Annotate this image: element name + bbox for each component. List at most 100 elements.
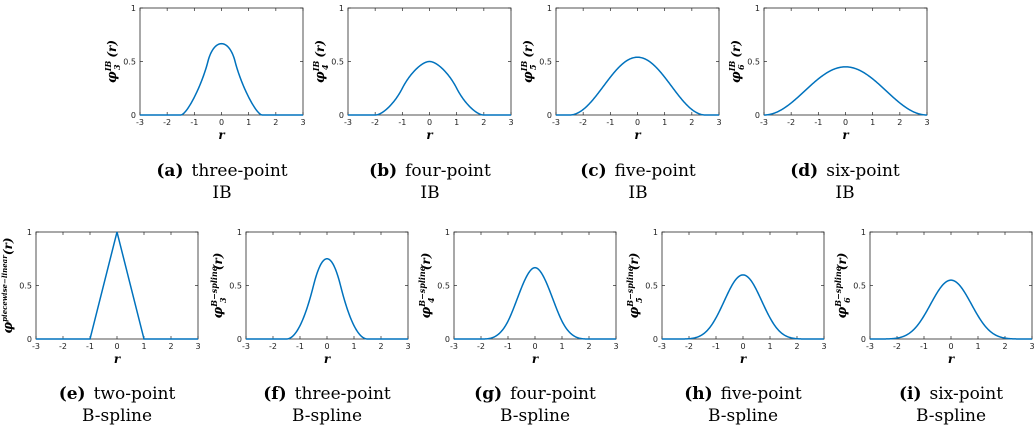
y-tick-label: 0 <box>339 111 344 120</box>
x-tick-label: 0 <box>427 118 432 127</box>
x-tick-label: -2 <box>269 342 277 351</box>
x-tick-label: -3 <box>242 342 250 351</box>
y-tick-label: 0.5 <box>539 58 552 67</box>
x-tick-label: -1 <box>606 118 614 127</box>
x-tick-label: -1 <box>398 118 406 127</box>
caption-line-1: (f) three-point <box>232 383 422 405</box>
series-line <box>246 257 408 340</box>
y-tick-label: 1 <box>237 228 242 237</box>
x-tick-label: 1 <box>141 342 146 351</box>
axes-box <box>35 231 199 340</box>
axes-box <box>763 7 928 116</box>
caption-line-1: (e) two-point <box>22 383 212 405</box>
x-tick-label: 1 <box>662 118 667 127</box>
x-tick-label: 1 <box>351 342 356 351</box>
x-tick-label: 2 <box>481 118 486 127</box>
x-tick-label: 0 <box>635 118 640 127</box>
caption-line-2: IB <box>835 183 855 203</box>
axes-box <box>453 231 617 340</box>
y-tick-label: 0.5 <box>747 58 760 67</box>
series-line <box>454 266 616 340</box>
y-tick-label: 1 <box>339 4 344 13</box>
y-tick-label: 0.5 <box>19 282 32 291</box>
caption-tag: (b) <box>369 161 398 181</box>
x-tick-label: 0 <box>948 342 953 351</box>
x-tick-label: 3 <box>1029 342 1034 351</box>
x-tick-label: 0 <box>532 342 537 351</box>
y-tick-label: 1 <box>547 4 552 13</box>
x-axis-label: r <box>426 128 434 142</box>
y-tick-label: 0 <box>27 335 32 344</box>
x-tick-label: 0 <box>114 342 119 351</box>
y-axis-label: φB−spline6(r) <box>833 253 852 319</box>
y-axis-label: φIB4(r) <box>311 40 330 83</box>
caption-text: three-point <box>294 384 391 404</box>
subfigure-caption: (b) four-point IB <box>335 160 525 204</box>
caption-tag: (h) <box>684 384 713 404</box>
x-tick-label: 3 <box>716 118 721 127</box>
series-line <box>556 56 719 116</box>
caption-line-2: IB <box>212 183 232 203</box>
x-axis-label: r <box>532 352 540 366</box>
subfigure-caption: (a) three-point IB <box>127 160 317 204</box>
caption-text: five-point <box>720 384 802 404</box>
y-axis-label: φIB3(r) <box>103 40 122 83</box>
x-tick-label: -2 <box>685 342 693 351</box>
x-axis-label: r <box>842 128 850 142</box>
x-tick-label: -3 <box>552 118 560 127</box>
x-tick-label: 2 <box>794 342 799 351</box>
x-tick-label: -3 <box>136 118 144 127</box>
x-tick-label: -3 <box>760 118 768 127</box>
y-tick-label: 0.5 <box>853 282 866 291</box>
x-tick-label: 2 <box>897 118 902 127</box>
caption-line-2: IB <box>628 183 648 203</box>
y-tick-label: 1 <box>861 228 866 237</box>
caption-tag: (i) <box>898 384 922 404</box>
series-line <box>348 60 511 116</box>
x-tick-label: 2 <box>1002 342 1007 351</box>
x-tick-label: 0 <box>740 342 745 351</box>
y-axis-label: φB−spline5(r) <box>625 253 644 319</box>
series-line <box>36 231 198 340</box>
caption-line-1: (b) four-point <box>335 160 525 182</box>
y-axis-label: φB−spline3(r) <box>209 253 228 319</box>
caption-line-2: B-spline <box>291 406 363 426</box>
x-tick-label: -1 <box>296 342 304 351</box>
x-tick-label: -3 <box>450 342 458 351</box>
plot-i: -3 -2 -1 0 1 2 3 0 0.5 1 r φB−spline6(r) <box>833 228 1035 366</box>
caption-text: five-point <box>614 161 696 181</box>
x-tick-label: 1 <box>454 118 459 127</box>
plot-b: -3 -2 -1 0 1 2 3 0 0.5 1 r φIB4(r) <box>311 4 514 142</box>
plot-g: -3 -2 -1 0 1 2 3 0 0.5 1 r φB−spline4(r) <box>417 228 619 366</box>
caption-tag: (c) <box>580 161 607 181</box>
x-tick-label: -3 <box>658 342 666 351</box>
x-tick-label: -3 <box>32 342 40 351</box>
caption-tag: (e) <box>58 384 86 404</box>
x-tick-label: -1 <box>712 342 720 351</box>
y-tick-label: 1 <box>131 4 136 13</box>
caption-line-1: (d) six-point <box>750 160 940 182</box>
x-tick-label: 2 <box>273 118 278 127</box>
x-axis-label: r <box>324 352 332 366</box>
x-tick-label: 3 <box>613 342 618 351</box>
caption-text: four-point <box>510 384 596 404</box>
caption-line-1: (c) five-point <box>543 160 733 182</box>
x-tick-label: -3 <box>866 342 874 351</box>
y-tick-label: 0.5 <box>123 58 136 67</box>
x-tick-label: -1 <box>190 118 198 127</box>
plot-d: -3 -2 -1 0 1 2 3 0 0.5 1 r φIB6(r) <box>727 4 930 142</box>
caption-line-2: B-spline <box>707 406 779 426</box>
y-tick-label: 0.5 <box>331 58 344 67</box>
caption-line-1: (a) three-point <box>127 160 317 182</box>
plot-c: -3 -2 -1 0 1 2 3 0 0.5 1 r φIB5(r) <box>519 4 722 142</box>
plot-h: -3 -2 -1 0 1 2 3 0 0.5 1 r φB−spline5(r) <box>625 228 827 366</box>
caption-line-1: (g) four-point <box>440 383 630 405</box>
plot-a: -3 -2 -1 0 1 2 3 0 0.5 1 r φIB3(r) <box>103 4 306 142</box>
x-tick-label: 1 <box>559 342 564 351</box>
x-tick-label: 2 <box>689 118 694 127</box>
subfigure-caption: (g) four-point B-spline <box>440 383 630 427</box>
x-tick-label: -1 <box>504 342 512 351</box>
x-axis-label: r <box>218 128 226 142</box>
subfigure-caption: (e) two-point B-spline <box>22 383 212 427</box>
y-axis-label: φpiecewise−linear(r) <box>0 237 16 333</box>
